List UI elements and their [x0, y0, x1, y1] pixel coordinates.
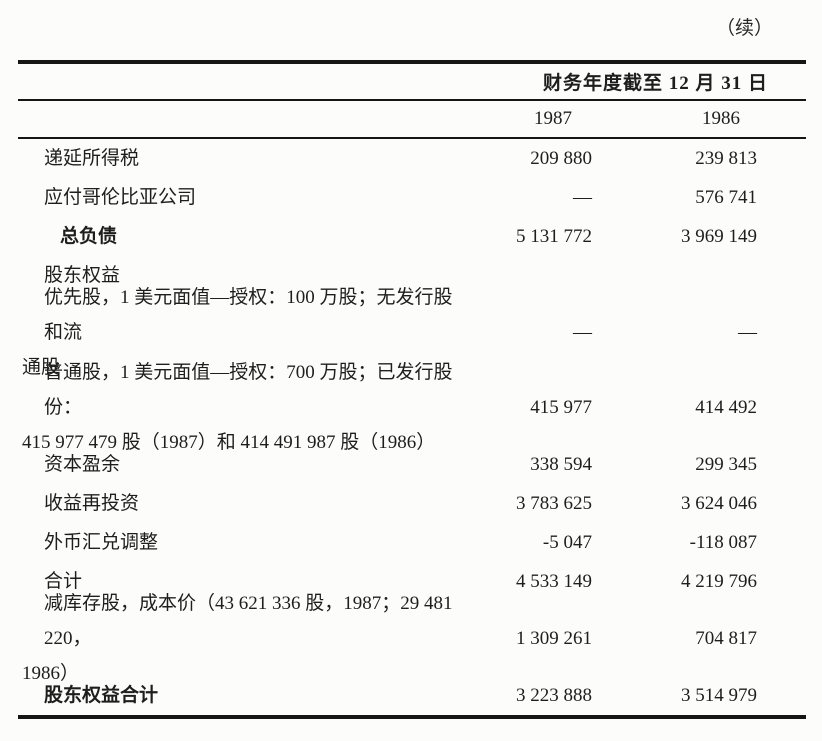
period-header-label: 财务年度截至 12 月 31 日 [542, 73, 768, 94]
column-header-1987: 1987 [534, 108, 572, 129]
row-label-line: 收益再投资 [44, 493, 140, 514]
value-1986: 299 345 [695, 453, 757, 475]
value-1987: 4 533 149 [516, 570, 592, 592]
value-1986: 3 624 046 [681, 492, 757, 514]
continued-marker: （续） [715, 18, 773, 39]
value-1987: 5 131 772 [516, 225, 592, 247]
row-label: 合计 [18, 564, 462, 599]
row-label-line: 减库存股，成本价（43 621 336 股，1987；29 481 220， [44, 593, 453, 649]
value-1986: 704 817 [695, 627, 757, 649]
row-label: 普通股，1 美元面值—授权：700 万股；已发行股份： 415 977 479 … [18, 355, 462, 460]
value-1987: -5 047 [542, 531, 592, 553]
value-1987: 415 977 [530, 396, 592, 418]
row-label: 股东权益合计 [18, 678, 462, 713]
table-row-total-liabilities: 总负债 5 131 772 3 969 149 [18, 217, 806, 256]
row-label-line: 415 977 479 股（1987）和 414 491 987 股（1986） [22, 432, 436, 453]
value-1986: 3 969 149 [681, 225, 757, 247]
row-label-line: 资本盈余 [44, 454, 121, 475]
row-label-line: 总负债 [60, 226, 118, 247]
table-row-foreign-currency-adjustment: 外币汇兑调整 -5 047 -118 087 [18, 523, 806, 562]
row-label: 减库存股，成本价（43 621 336 股，1987；29 481 220， 1… [18, 586, 462, 691]
row-label: 递延所得税 [18, 141, 462, 176]
value-1987: — [573, 321, 592, 343]
value-1987: 3 223 888 [516, 684, 592, 706]
period-header-row: 财务年度截至 12 月 31 日 [18, 64, 806, 101]
row-label-line: 合计 [44, 571, 83, 592]
table-body: 递延所得税 209 880 239 813 应付哥伦比亚公司 — 576 741… [18, 139, 806, 715]
row-label-line: 外币汇兑调整 [44, 532, 159, 553]
column-header-1986: 1986 [702, 108, 740, 129]
value-1987: 338 594 [530, 453, 592, 475]
table-row-reinvested-earnings: 收益再投资 3 783 625 3 624 046 [18, 484, 806, 523]
value-1987: 1 309 261 [516, 627, 592, 649]
table-row-subtotal: 合计 4 533 149 4 219 796 [18, 562, 806, 601]
value-1986: -118 087 [689, 531, 757, 553]
table-row-shareholders-equity-section: 股东权益 [18, 256, 806, 295]
row-label: 收益再投资 [18, 486, 462, 521]
table-row-common-stock: 普通股，1 美元面值—授权：700 万股；已发行股份： 415 977 479 … [18, 362, 806, 453]
value-1987: — [573, 186, 592, 208]
row-label: 优先股，1 美元面值—授权：100 万股；无发行股和流 通股 [18, 280, 462, 385]
value-1986: 4 219 796 [681, 570, 757, 592]
table-row-less-treasury-stock: 减库存股，成本价（43 621 336 股，1987；29 481 220， 1… [18, 593, 806, 684]
value-1986: 576 741 [695, 186, 757, 208]
table-row-payable-to-columbia: 应付哥伦比亚公司 — 576 741 [18, 178, 806, 217]
value-1987: 209 880 [530, 147, 592, 169]
row-label-line: 优先股，1 美元面值—授权：100 万股；无发行股和流 [44, 287, 453, 343]
table-row-preferred-stock: 优先股，1 美元面值—授权：100 万股；无发行股和流 通股 — — [18, 287, 806, 378]
row-label-line: 1986） [22, 663, 80, 684]
row-label: 资本盈余 [18, 447, 462, 482]
financial-table: 财务年度截至 12 月 31 日 1987 1986 递延所得税 209 880… [18, 60, 806, 719]
value-1986: 239 813 [695, 147, 757, 169]
row-label-line: 股东权益合计 [44, 685, 159, 706]
value-1986: — [738, 321, 757, 343]
row-label-line: 通股 [22, 357, 61, 378]
table-row-deferred-income-tax: 递延所得税 209 880 239 813 [18, 139, 806, 178]
row-label: 总负债 [18, 219, 462, 254]
row-label-line: 股东权益 [44, 265, 121, 286]
row-label: 外币汇兑调整 [18, 525, 462, 560]
row-label-line: 普通股，1 美元面值—授权：700 万股；已发行股份： [44, 362, 453, 418]
value-1987: 3 783 625 [516, 492, 592, 514]
value-1986: 3 514 979 [681, 684, 757, 706]
table-row-capital-surplus: 资本盈余 338 594 299 345 [18, 445, 806, 484]
table-row-total-shareholders-equity: 股东权益合计 3 223 888 3 514 979 [18, 676, 806, 715]
row-label-line: 应付哥伦比亚公司 [44, 187, 197, 208]
row-label-line: 递延所得税 [44, 148, 140, 169]
row-label: 应付哥伦比亚公司 [18, 180, 462, 215]
row-label: 股东权益 [18, 258, 462, 293]
year-header-row: 1987 1986 [18, 101, 806, 139]
value-1986: 414 492 [695, 396, 757, 418]
